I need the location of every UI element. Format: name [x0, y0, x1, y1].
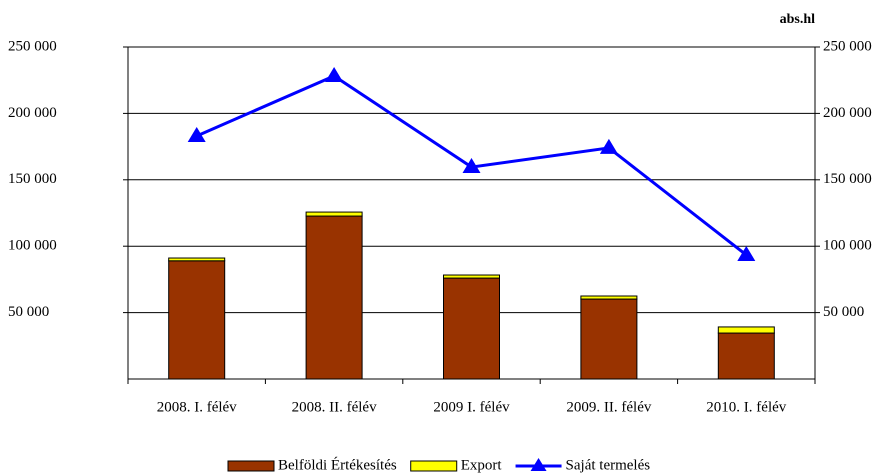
bar	[580, 295, 638, 300]
x-tick-label: 2009 I. félév	[433, 399, 510, 415]
marker	[462, 158, 481, 174]
bar	[305, 215, 363, 380]
legend-label: Belföldi Értékesítés	[278, 456, 397, 473]
bar	[443, 274, 500, 279]
y-tick-label: 250 000	[8, 38, 57, 54]
marker	[599, 138, 618, 154]
bar	[443, 277, 500, 380]
y-tick-label: 100 000	[8, 238, 57, 254]
bar	[168, 260, 226, 380]
y-tick-label: 150 000	[8, 171, 57, 187]
x-tick-label: 2008. II. félév	[292, 399, 377, 415]
bar	[717, 332, 775, 380]
y2-tick-label: 150 000	[823, 171, 872, 187]
legend-marker	[530, 458, 547, 471]
legend-swatch	[410, 460, 458, 472]
y2-axis-label: abs.hl	[780, 12, 816, 27]
x-tick-label: 2008. I. félév	[157, 399, 237, 415]
marker	[325, 66, 344, 82]
y-tick-label: 200 000	[8, 105, 57, 121]
y-tick-label: 50 000	[8, 304, 49, 320]
legend-label: Saját termelés	[566, 457, 651, 473]
marker	[737, 245, 756, 261]
y2-tick-label: 100 000	[823, 238, 872, 254]
bar	[305, 211, 363, 217]
marker	[187, 126, 206, 142]
bar	[717, 326, 775, 334]
legend-label: Export	[461, 457, 503, 473]
y2-tick-label: 250 000	[823, 38, 872, 54]
bar	[168, 257, 226, 262]
x-tick-label: 2009. II. félév	[566, 399, 651, 415]
x-tick-label: 2010. I. félév	[706, 399, 786, 415]
y2-tick-label: 200 000	[823, 105, 872, 121]
y2-tick-label: 50 000	[823, 304, 864, 320]
legend-swatch	[227, 460, 275, 472]
bar	[580, 298, 638, 380]
